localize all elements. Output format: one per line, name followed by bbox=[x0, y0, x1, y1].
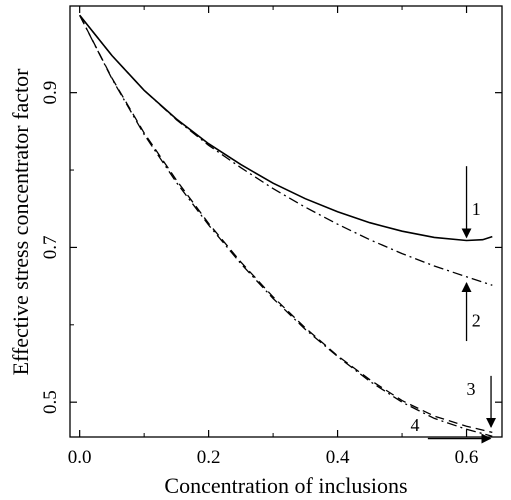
y-tick-label: 0.5 bbox=[40, 390, 61, 414]
x-tick-label: 0.0 bbox=[68, 447, 92, 468]
x-tick-label: 0.4 bbox=[326, 447, 350, 468]
y-tick-label: 0.9 bbox=[40, 81, 61, 105]
x-axis-label: Concentration of inclusions bbox=[164, 473, 407, 498]
annotation-label-1: 1 bbox=[472, 199, 481, 219]
series-3-line bbox=[79, 15, 493, 434]
y-axis-ticks: 0.5 0.7 0.9 bbox=[40, 81, 502, 414]
annotation-label-3: 3 bbox=[467, 379, 476, 399]
series-2-line bbox=[79, 14, 493, 286]
x-tick-label: 0.2 bbox=[197, 447, 221, 468]
series-layer bbox=[79, 14, 493, 437]
x-axis-ticks: 0.0 0.2 0.4 0.6 bbox=[68, 6, 479, 468]
series-1-line bbox=[79, 14, 493, 242]
y-tick-label: 0.7 bbox=[40, 236, 61, 260]
annotation-label-4: 4 bbox=[410, 415, 419, 435]
series-4-line bbox=[79, 15, 493, 437]
plot-frame bbox=[69, 5, 503, 438]
y-axis-label: Effective stress concentrator factor bbox=[8, 68, 33, 376]
annotations: 1 2 3 4 bbox=[410, 166, 497, 444]
annotation-label-2: 2 bbox=[472, 310, 481, 330]
x-tick-label: 0.6 bbox=[455, 447, 479, 468]
